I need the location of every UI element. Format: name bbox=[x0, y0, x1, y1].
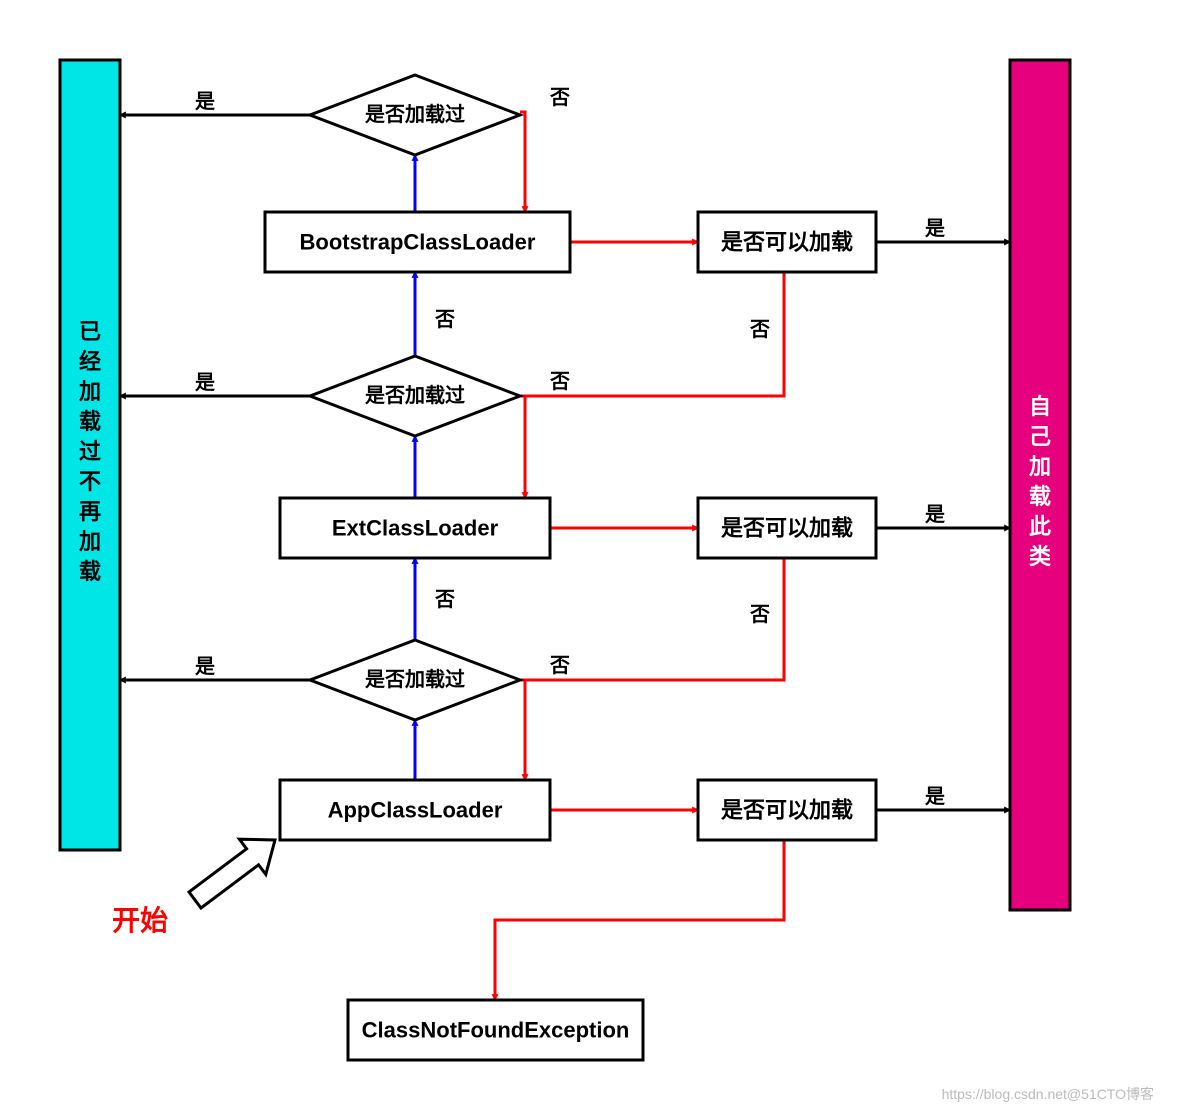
app-box-label: AppClassLoader bbox=[328, 798, 503, 823]
left-bar-char: 已 bbox=[79, 319, 101, 344]
d2-diamond: 是否加载过 bbox=[310, 356, 520, 436]
left-bar-char: 载 bbox=[79, 409, 101, 434]
edge-label-d3-no-down: 否 bbox=[549, 655, 570, 677]
canload3-box-label: 是否可以加载 bbox=[721, 798, 853, 823]
edge-label-can1-right-yes: 是 bbox=[924, 217, 945, 240]
edge-label-d3-left-yes: 是 bbox=[194, 655, 215, 678]
edge-label-can3-right-yes: 是 bbox=[924, 785, 945, 808]
d1-diamond: 是否加载过 bbox=[310, 75, 520, 155]
left-bar-char: 加 bbox=[78, 379, 101, 404]
left-bar-char: 载 bbox=[79, 559, 101, 584]
edge-label-can2-right-yes: 是 bbox=[924, 503, 945, 526]
bootstrap-box: BootstrapClassLoader bbox=[265, 212, 570, 272]
d3-diamond-label: 是否加载过 bbox=[364, 667, 465, 691]
left-bar-char: 加 bbox=[78, 529, 101, 554]
right-bar-char: 载 bbox=[1029, 484, 1051, 509]
start-label: 开始 bbox=[112, 905, 168, 936]
canload3-box: 是否可以加载 bbox=[698, 780, 876, 840]
edge-label-d3-up-ext: 否 bbox=[434, 589, 455, 611]
left-bar-char: 不 bbox=[79, 469, 101, 494]
edge-label-d2-no-down: 否 bbox=[549, 371, 570, 393]
d3-diamond: 是否加载过 bbox=[310, 640, 520, 720]
ext-box-label: ExtClassLoader bbox=[332, 516, 499, 541]
edge-label-d1-no-down: 否 bbox=[549, 87, 570, 109]
edge-label-d2-left-yes: 是 bbox=[194, 371, 215, 394]
left-bar-char: 过 bbox=[79, 439, 101, 464]
start-arrow-icon bbox=[189, 839, 275, 908]
canload1-box: 是否可以加载 bbox=[698, 212, 876, 272]
right-bar-char: 自 bbox=[1029, 394, 1051, 419]
right-bar-char: 己 bbox=[1029, 424, 1051, 449]
left-bar: 已经加载过不再加载 bbox=[60, 60, 120, 850]
edge-label-d2-up-boot: 否 bbox=[434, 309, 455, 331]
canload1-box-label: 是否可以加载 bbox=[721, 230, 853, 255]
watermark-text: https://blog.csdn.net@51CTO博客 bbox=[942, 1086, 1154, 1102]
right-bar-char: 加 bbox=[1028, 454, 1051, 479]
right-bar-char: 此 bbox=[1029, 514, 1051, 539]
d1-diamond-label: 是否加载过 bbox=[364, 102, 465, 126]
cnfe-box: ClassNotFoundException bbox=[348, 1000, 643, 1060]
right-bar: 自己加载此类 bbox=[1010, 60, 1070, 910]
bootstrap-box-label: BootstrapClassLoader bbox=[300, 230, 536, 255]
edge-d3-no-down bbox=[520, 680, 525, 780]
edge-d1-no-down bbox=[520, 112, 525, 212]
edge-label-can2-no-down: 否 bbox=[749, 604, 770, 626]
left-bar-char: 经 bbox=[79, 349, 101, 374]
cnfe-box-label: ClassNotFoundException bbox=[362, 1018, 630, 1043]
ext-box: ExtClassLoader bbox=[280, 498, 550, 558]
right-bar-char: 类 bbox=[1029, 544, 1052, 569]
edge-label-d1-left-yes: 是 bbox=[194, 90, 215, 113]
d2-diamond-label: 是否加载过 bbox=[364, 383, 465, 407]
app-box: AppClassLoader bbox=[280, 780, 550, 840]
canload2-box-label: 是否可以加载 bbox=[721, 516, 853, 541]
edge-label-can1-no-down: 否 bbox=[749, 319, 770, 341]
edge-d2-no-down bbox=[520, 396, 525, 498]
edge-can3-no-down bbox=[495, 840, 784, 1000]
canload2-box: 是否可以加载 bbox=[698, 498, 876, 558]
left-bar-char: 再 bbox=[79, 499, 101, 524]
